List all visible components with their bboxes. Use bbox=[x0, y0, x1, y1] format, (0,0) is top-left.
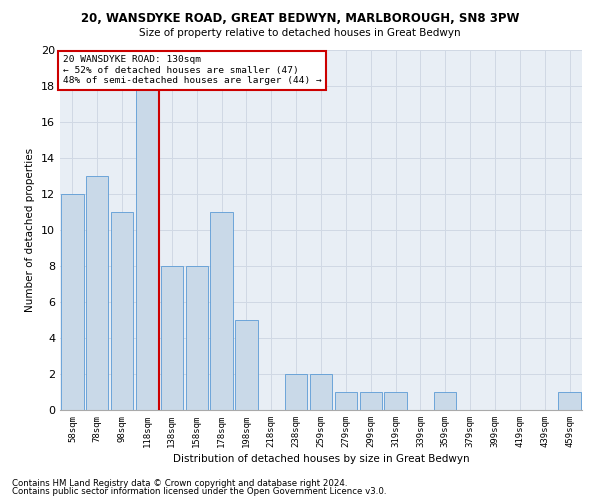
X-axis label: Distribution of detached houses by size in Great Bedwyn: Distribution of detached houses by size … bbox=[173, 454, 469, 464]
Bar bbox=[559, 392, 581, 410]
Text: Contains public sector information licensed under the Open Government Licence v3: Contains public sector information licen… bbox=[12, 487, 386, 496]
Bar bbox=[111, 212, 133, 410]
Text: 20 WANSDYKE ROAD: 130sqm
← 52% of detached houses are smaller (47)
48% of semi-d: 20 WANSDYKE ROAD: 130sqm ← 52% of detach… bbox=[62, 56, 322, 85]
Bar bbox=[310, 374, 332, 410]
Bar bbox=[335, 392, 357, 410]
Bar bbox=[211, 212, 233, 410]
Bar bbox=[235, 320, 257, 410]
Text: 20, WANSDYKE ROAD, GREAT BEDWYN, MARLBOROUGH, SN8 3PW: 20, WANSDYKE ROAD, GREAT BEDWYN, MARLBOR… bbox=[81, 12, 519, 26]
Bar bbox=[185, 266, 208, 410]
Bar bbox=[61, 194, 83, 410]
Bar bbox=[434, 392, 457, 410]
Bar bbox=[385, 392, 407, 410]
Text: Size of property relative to detached houses in Great Bedwyn: Size of property relative to detached ho… bbox=[139, 28, 461, 38]
Bar bbox=[285, 374, 307, 410]
Bar bbox=[359, 392, 382, 410]
Bar bbox=[86, 176, 109, 410]
Bar bbox=[161, 266, 183, 410]
Y-axis label: Number of detached properties: Number of detached properties bbox=[25, 148, 35, 312]
Text: Contains HM Land Registry data © Crown copyright and database right 2024.: Contains HM Land Registry data © Crown c… bbox=[12, 478, 347, 488]
Bar bbox=[136, 86, 158, 410]
